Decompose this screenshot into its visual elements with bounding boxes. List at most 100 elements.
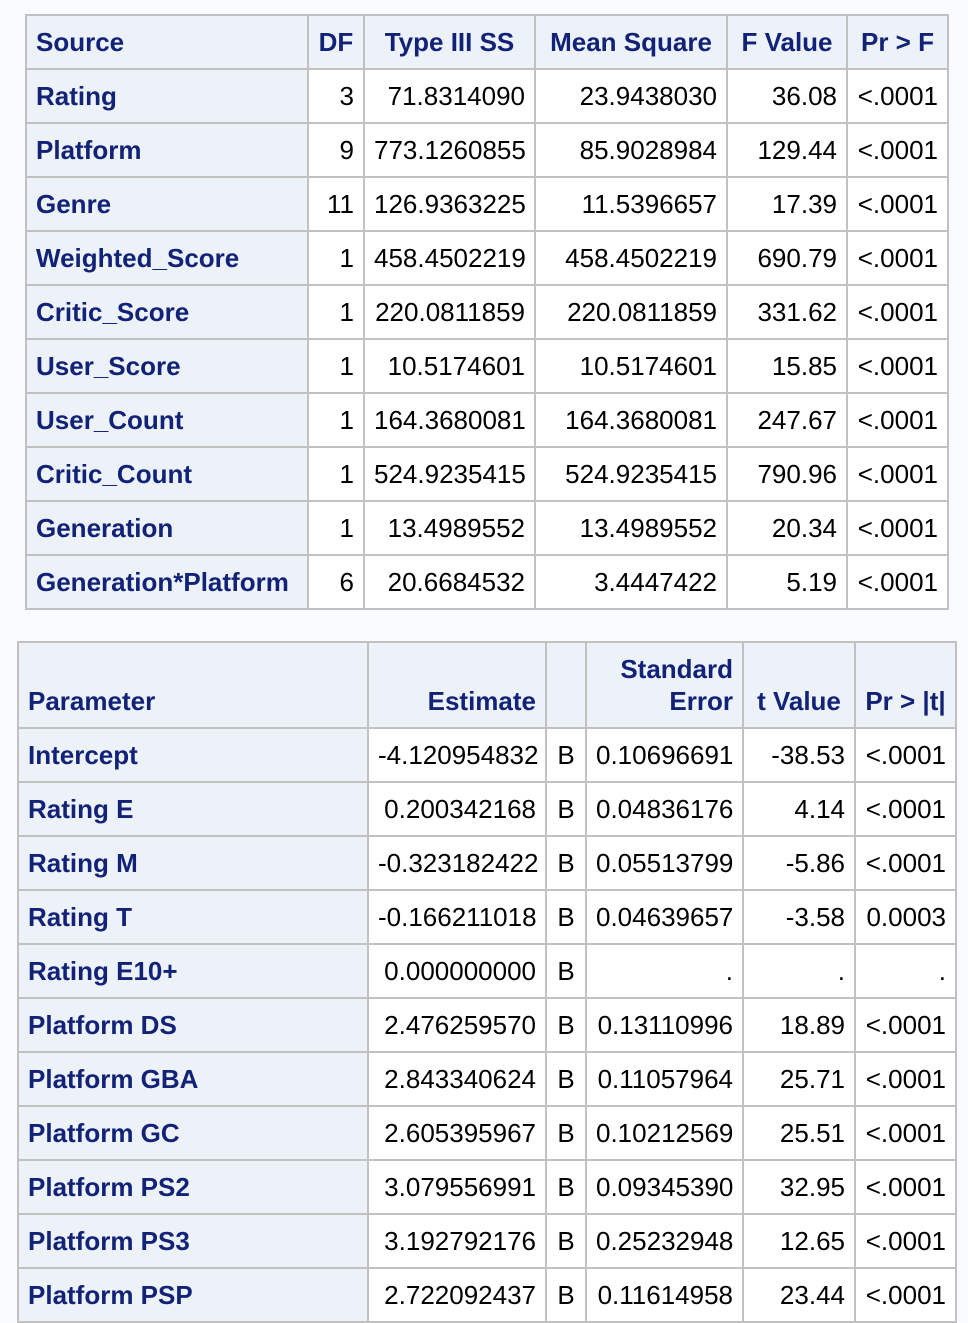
mean-square-cell: 23.9438030: [534, 68, 728, 124]
pr-t-cell: <.0001: [854, 781, 957, 837]
type-iii-ss-cell: 458.4502219: [363, 230, 536, 286]
pr-f-cell: <.0001: [846, 338, 949, 394]
pr-t-cell: <.0001: [854, 1105, 957, 1161]
estimate-cell: 3.192792176: [367, 1213, 547, 1269]
df-cell: 6: [307, 554, 365, 610]
mean-square-cell: 3.4447422: [534, 554, 728, 610]
pr-f-cell: <.0001: [846, 284, 949, 340]
table-row: Intercept -4.120954832 B 0.10696691 -38.53 <.…: [17, 727, 957, 783]
df-cell: 1: [307, 338, 365, 394]
flag-cell: B: [545, 1051, 587, 1107]
mean-square-cell: 10.5174601: [534, 338, 728, 394]
df-cell: 11: [307, 176, 365, 232]
t-value-cell: 25.51: [742, 1105, 856, 1161]
source-cell: Weighted_Score: [25, 230, 309, 286]
parameter-cell: Platform GBA: [17, 1051, 369, 1107]
estimate-cell: -4.120954832: [367, 727, 547, 783]
mean-square-cell: 85.9028984: [534, 122, 728, 178]
table-row: Weighted_Score 1 458.4502219 458.4502219 690…: [25, 230, 949, 286]
estimate-cell: 0.200342168: [367, 781, 547, 837]
table-row: Critic_Score 1 220.0811859 220.0811859 331.6…: [25, 284, 949, 340]
standard-error-cell: 0.10212569: [585, 1105, 744, 1161]
pr-t-cell: <.0001: [854, 1267, 957, 1323]
df-cell: 3: [307, 68, 365, 124]
table-row: Generation*Platform 6 20.6684532 3.4447422 5…: [25, 554, 949, 610]
standard-error-cell: 0.05513799: [585, 835, 744, 891]
standard-error-cell: .: [585, 943, 744, 999]
df-cell: 1: [307, 392, 365, 448]
pr-t-cell: <.0001: [854, 835, 957, 891]
pr-f-cell: <.0001: [846, 554, 949, 610]
standard-error-cell: 0.04836176: [585, 781, 744, 837]
parameter-cell: Rating E10+: [17, 943, 369, 999]
type-iii-ss-cell: 126.9363225: [363, 176, 536, 232]
standard-error-cell: 0.04639657: [585, 889, 744, 945]
pr-t-cell: <.0001: [854, 997, 957, 1053]
source-cell: Rating: [25, 68, 309, 124]
parameter-cell: Platform GC: [17, 1105, 369, 1161]
table-row: User_Count 1 164.3680081 164.3680081 247.67 <…: [25, 392, 949, 448]
t-value-cell: 4.14: [742, 781, 856, 837]
flag-cell: B: [545, 889, 587, 945]
df-cell: 9: [307, 122, 365, 178]
column-header-flag: [545, 641, 587, 729]
df-cell: 1: [307, 446, 365, 502]
parameter-cell: Platform PSP: [17, 1267, 369, 1323]
table-header-row: Parameter Estimate Standard Error t Value…: [17, 641, 957, 729]
pr-f-cell: <.0001: [846, 176, 949, 232]
type-iii-ss-cell: 71.8314090: [363, 68, 536, 124]
t-value-cell: -3.58: [742, 889, 856, 945]
standard-error-cell: 0.13110996: [585, 997, 744, 1053]
column-header-standard-error: Standard Error: [585, 641, 744, 729]
column-header-source: Source: [25, 14, 309, 70]
source-cell: Genre: [25, 176, 309, 232]
pr-f-cell: <.0001: [846, 500, 949, 556]
parameter-cell: Rating M: [17, 835, 369, 891]
type-iii-ss-cell: 773.1260855: [363, 122, 536, 178]
pr-f-cell: <.0001: [846, 230, 949, 286]
parameter-cell: Rating T: [17, 889, 369, 945]
parameter-cell: Platform DS: [17, 997, 369, 1053]
source-cell: Generation*Platform: [25, 554, 309, 610]
pr-t-cell: <.0001: [854, 1213, 957, 1269]
table-row: Rating M -0.323182422 B 0.05513799 -5.86 <.00…: [17, 835, 957, 891]
pr-f-cell: <.0001: [846, 122, 949, 178]
column-header-df: DF: [307, 14, 365, 70]
standard-error-cell: 0.25232948: [585, 1213, 744, 1269]
table-row: Platform GBA 2.843340624 B 0.11057964 25.71 <…: [17, 1051, 957, 1107]
table-row: Platform 9 773.1260855 85.9028984 129.44 <.00…: [25, 122, 949, 178]
table-row: Rating E 0.200342168 B 0.04836176 4.14 <.0001: [17, 781, 957, 837]
type-iii-ss-cell: 13.4989552: [363, 500, 536, 556]
estimate-cell: -0.166211018: [367, 889, 547, 945]
df-cell: 1: [307, 230, 365, 286]
t-value-cell: 12.65: [742, 1213, 856, 1269]
mean-square-cell: 220.0811859: [534, 284, 728, 340]
table-row: Platform GC 2.605395967 B 0.10212569 25.51 <.…: [17, 1105, 957, 1161]
t-value-cell: -5.86: [742, 835, 856, 891]
t-value-cell: 25.71: [742, 1051, 856, 1107]
table-row: Rating E10+ 0.000000000 B...: [17, 943, 957, 999]
flag-cell: B: [545, 1159, 587, 1215]
table-row: Rating T -0.166211018 B 0.04639657 -3.58 0.00…: [17, 889, 957, 945]
estimate-cell: 3.079556991: [367, 1159, 547, 1215]
t-value-cell: -38.53: [742, 727, 856, 783]
pr-f-cell: <.0001: [846, 68, 949, 124]
flag-cell: B: [545, 1213, 587, 1269]
column-header-pr-f: Pr > F: [846, 14, 949, 70]
column-header-t-value: t Value: [742, 641, 856, 729]
type-iii-ss-cell: 220.0811859: [363, 284, 536, 340]
column-header-mean-square: Mean Square: [534, 14, 728, 70]
type-iii-ss-cell: 20.6684532: [363, 554, 536, 610]
t-value-cell: .: [742, 943, 856, 999]
f-value-cell: 36.08: [726, 68, 848, 124]
table-row: Genre 11 126.9363225 11.5396657 17.39 <.0001: [25, 176, 949, 232]
estimate-cell: 2.843340624: [367, 1051, 547, 1107]
parameter-cell: Platform PS3: [17, 1213, 369, 1269]
t-value-cell: 18.89: [742, 997, 856, 1053]
flag-cell: B: [545, 727, 587, 783]
f-value-cell: 129.44: [726, 122, 848, 178]
standard-error-line-2: Error: [669, 686, 733, 716]
pr-f-cell: <.0001: [846, 446, 949, 502]
pr-f-cell: <.0001: [846, 392, 949, 448]
table-row: Platform PS3 3.192792176 B 0.25232948 12.65 <…: [17, 1213, 957, 1269]
